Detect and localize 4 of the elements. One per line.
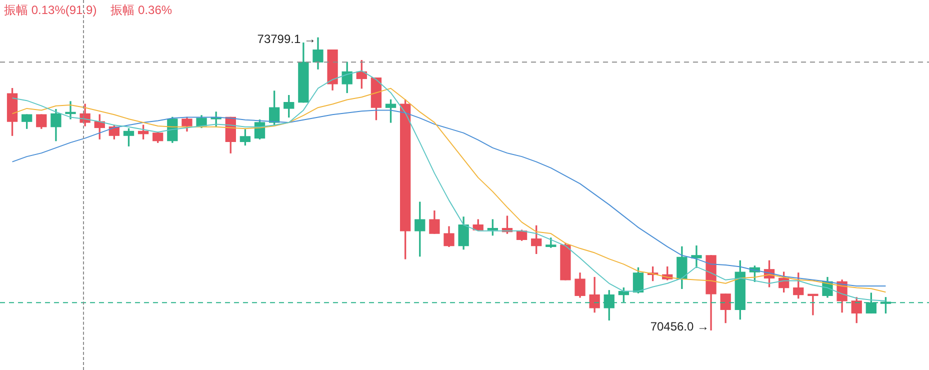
annotation: 振幅 0.36% <box>110 2 172 19</box>
annotation: 73799.1 → <box>257 32 316 46</box>
annotation: 70456.0 → <box>650 319 710 334</box>
annotation: 振幅 0.13%(91.9) <box>4 2 97 19</box>
